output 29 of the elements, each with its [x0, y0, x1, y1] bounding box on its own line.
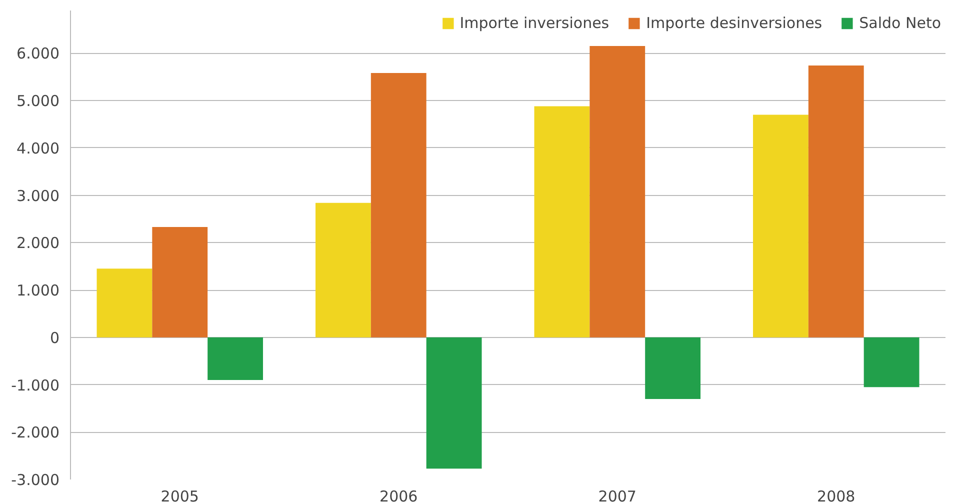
y-tick-label: 4.000	[16, 139, 60, 158]
legend-label: Importe inversiones	[460, 14, 610, 32]
bar	[208, 337, 263, 380]
bar	[753, 114, 808, 338]
x-tick-label: 2008	[817, 488, 856, 504]
legend-label: Saldo Neto	[859, 14, 941, 32]
bar	[96, 268, 152, 338]
x-tick-label: 2006	[380, 488, 418, 504]
bar	[590, 46, 646, 338]
bar	[316, 202, 371, 338]
y-tick-label: 5.000	[16, 92, 60, 110]
y-tick-label: 2.000	[16, 234, 60, 252]
x-tick-label: 2005	[160, 488, 199, 504]
y-tick-label: 1.000	[16, 282, 60, 300]
bar	[534, 106, 590, 338]
bar	[808, 65, 864, 338]
y-tick-label: -2.000	[11, 424, 60, 442]
bar	[426, 337, 482, 469]
y-tick-label: -1.000	[11, 376, 60, 394]
bar	[370, 73, 426, 338]
y-tick-label: -3.000	[11, 471, 60, 489]
y-tick-label: 3.000	[16, 186, 60, 205]
y-tick-label: 6.000	[16, 44, 60, 63]
x-tick-label: 2007	[598, 488, 636, 504]
legend-label: Importe desinversiones	[646, 14, 822, 32]
y-tick-label: 0	[50, 328, 60, 347]
bar	[645, 337, 700, 399]
bar	[152, 227, 208, 338]
bar	[864, 337, 920, 388]
